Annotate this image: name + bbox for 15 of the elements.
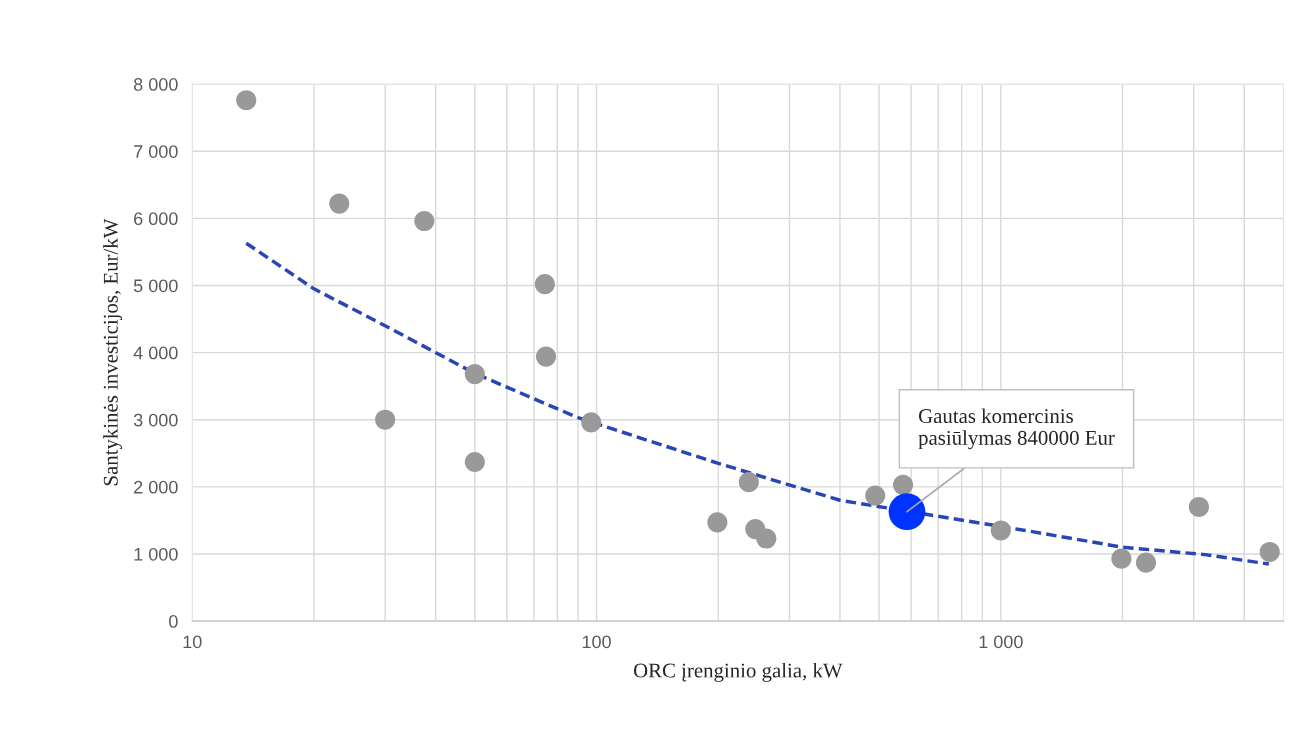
y-tick-label: 7 000 — [134, 145, 178, 158]
x-tick-label: 10 — [183, 635, 202, 649]
y-tick-label: 2 000 — [134, 480, 178, 494]
y-tick-label: 8 000 — [133, 78, 178, 91]
annotation: Gautas komercinis pasiūlymas 840000 Eur — [918, 408, 1115, 450]
x-tick-label: 100 — [582, 635, 611, 649]
y-tick-label: 3 000 — [133, 413, 178, 427]
y-tick-label: 6 000 — [134, 212, 178, 226]
y-tick-label: 1 000 — [134, 547, 178, 561]
x-tick-label: 1 000 — [979, 635, 1023, 649]
y-tick-label: 4 000 — [133, 346, 178, 360]
y-tick-label: 5 000 — [133, 279, 178, 293]
y-axis-title: Santykinės investicijos, Eur/kW — [103, 218, 123, 486]
x-axis-title: ORC įrenginio galia, kW — [633, 662, 843, 682]
y-tick-label: 0 — [169, 615, 178, 628]
